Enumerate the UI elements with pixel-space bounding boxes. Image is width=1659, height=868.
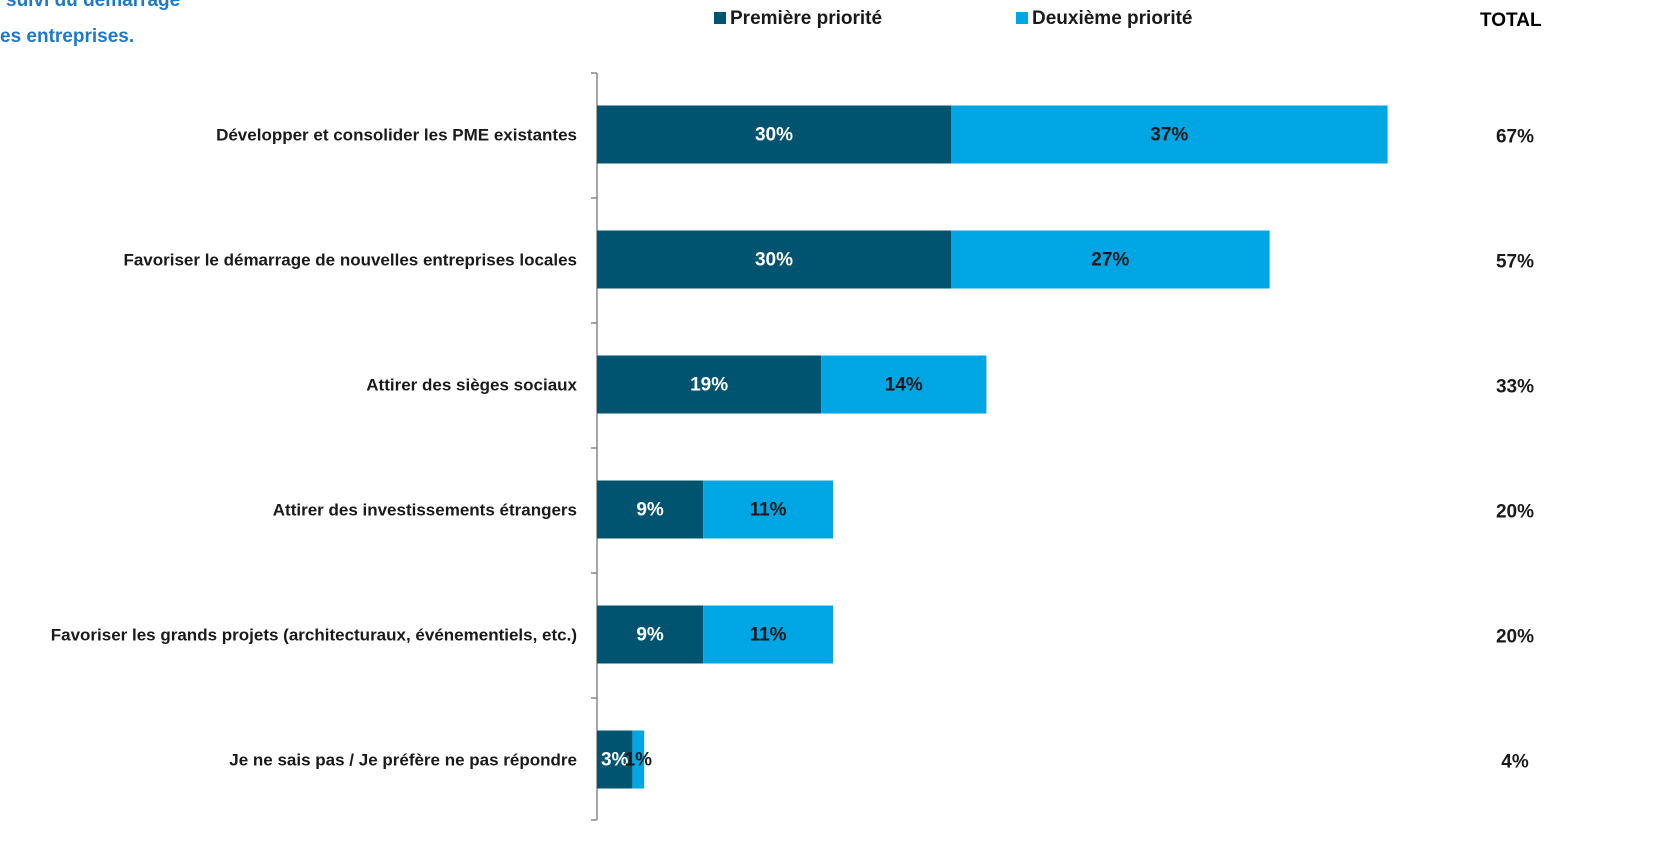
bar-segment: [597, 730, 633, 789]
total-label: 20%: [1496, 627, 1534, 648]
title-line: es entreprises.: [0, 26, 135, 47]
legend-label: Première priorité: [730, 8, 882, 29]
legend-swatch: [1016, 12, 1028, 24]
data-label: 37%: [1150, 125, 1188, 146]
data-label: 11%: [750, 625, 787, 646]
category-label: Attirer des investissements étrangers: [272, 500, 577, 519]
total-label: 20%: [1496, 502, 1534, 523]
bar-segment: [703, 605, 833, 664]
bar-segment: [703, 480, 833, 539]
data-label: 11%: [750, 500, 787, 521]
category-label: Je ne sais pas / Je préfère ne pas répon…: [229, 750, 577, 769]
bar-segment: [951, 105, 1388, 164]
total-label: 57%: [1496, 252, 1534, 273]
bar-segment: [597, 480, 704, 539]
legend-swatch: [714, 12, 726, 24]
data-label: 9%: [636, 625, 664, 646]
data-label: 27%: [1091, 250, 1129, 271]
total-label: 67%: [1496, 127, 1534, 148]
total-header: TOTAL: [1480, 10, 1542, 31]
bar-segment: [597, 230, 951, 289]
data-label: 19%: [690, 375, 728, 396]
category-label: Favoriser le démarrage de nouvelles entr…: [123, 250, 577, 269]
total-label: 33%: [1496, 377, 1534, 398]
data-label: 14%: [885, 375, 923, 396]
legend-label: Deuxième priorité: [1032, 8, 1193, 29]
bar-segment: [597, 605, 704, 664]
data-label: 9%: [636, 500, 664, 521]
bar-segment: [597, 105, 951, 164]
bar-segment: [821, 355, 987, 414]
category-label: Favoriser les grands projets (architectu…: [50, 625, 577, 644]
bar-segment: [597, 355, 822, 414]
data-label: 3%: [601, 750, 629, 771]
data-label: 1%: [625, 750, 653, 771]
total-label: 4%: [1501, 752, 1529, 773]
bar-segment: [951, 230, 1270, 289]
category-label: Développer et consolider les PME existan…: [216, 125, 577, 144]
category-label: Attirer des sièges sociaux: [366, 375, 577, 394]
data-label: 30%: [755, 125, 793, 146]
data-label: 30%: [755, 250, 793, 271]
title-line: suivi du démarrage: [6, 0, 181, 11]
bar-segment: [632, 730, 645, 789]
